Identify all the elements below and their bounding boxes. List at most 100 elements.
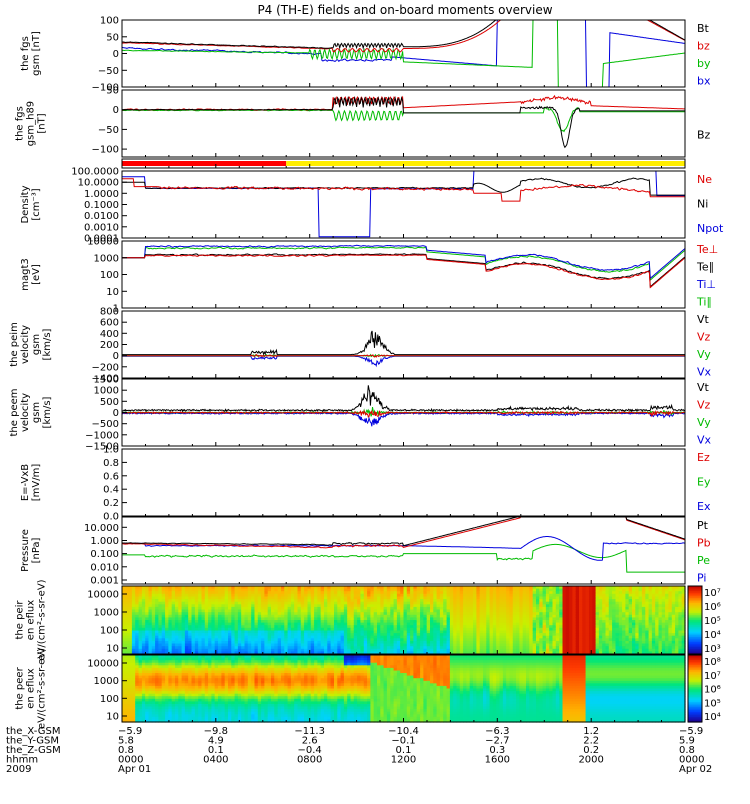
peir-spectrogram-cell — [396, 627, 401, 631]
peir-spectrogram-cell — [128, 635, 133, 639]
peir-spectrogram-cell — [536, 591, 540, 595]
peir-spectrogram-cell — [138, 633, 143, 637]
peir-spectrogram-cell — [569, 633, 573, 637]
peir-spectrogram-cell — [506, 620, 511, 624]
peir-spectrogram-cell — [615, 599, 620, 603]
peir-spectrogram-cell — [529, 591, 534, 595]
peir-spectrogram-cell — [274, 651, 279, 655]
peir-spectrogram-cell — [198, 635, 203, 639]
peir-spectrogram-cell — [165, 635, 169, 639]
peir-spectrogram-cell — [545, 627, 550, 631]
peir-spectrogram-cell — [622, 601, 626, 605]
peir-spectrogram-cell — [539, 596, 544, 600]
peir-spectrogram-cell — [334, 596, 338, 600]
peir-spectrogram-cell — [661, 646, 666, 650]
peir-spectrogram-cell — [608, 596, 613, 600]
peir-spectrogram-cell — [410, 625, 414, 629]
peir-spectrogram-cell — [512, 593, 517, 597]
peir-spectrogram-cell — [628, 635, 633, 639]
peir-spectrogram-cell — [665, 593, 669, 597]
peir-spectrogram-cell — [267, 648, 272, 652]
peir-spectrogram-cell — [208, 612, 212, 616]
peer-spectrogram-cell — [165, 662, 169, 666]
peir-spectrogram-cell — [506, 588, 511, 592]
peir-spectrogram-cell — [171, 633, 176, 637]
peir-spectrogram-cell — [267, 604, 272, 608]
peir-spectrogram-cell — [459, 606, 464, 611]
peir-spectrogram-cell — [228, 599, 232, 603]
peir-spectrogram-cell — [645, 586, 650, 590]
peir-spectrogram-cell — [141, 648, 146, 652]
peir-spectrogram-cell — [231, 640, 236, 645]
peir-spectrogram-cell — [201, 651, 206, 655]
peir-spectrogram-cell — [622, 648, 626, 652]
peir-spectrogram-cell — [559, 614, 564, 618]
peir-spectrogram-cell — [367, 606, 371, 611]
peir-spectrogram-cell — [161, 625, 166, 629]
peir-spectrogram-cell — [241, 648, 246, 652]
peir-spectrogram-cell — [184, 599, 189, 603]
peir-spectrogram-cell — [476, 606, 481, 611]
peir-spectrogram-cell — [165, 633, 169, 637]
peir-spectrogram-cell — [502, 640, 507, 645]
peer-spectrogram-cell — [168, 711, 173, 715]
peir-spectrogram-cell — [542, 586, 547, 590]
peer-spectrogram-cell — [125, 685, 130, 690]
peir-spectrogram-cell — [459, 599, 464, 603]
peir-spectrogram-cell — [595, 604, 600, 608]
peir-spectrogram-cell — [565, 640, 570, 645]
peir-spectrogram-cell — [612, 625, 616, 629]
peir-spectrogram-cell — [615, 627, 620, 631]
peer-spectrogram-cell — [168, 701, 173, 705]
peir-spectrogram-cell — [327, 620, 332, 624]
peir-spectrogram-cell — [393, 612, 398, 616]
peir-spectrogram-cell — [360, 630, 365, 634]
peer-spectrogram-cell — [178, 683, 183, 687]
peir-spectrogram-cell — [406, 648, 411, 652]
peir-spectrogram-cell — [516, 648, 520, 652]
peer-spectrogram-cell — [122, 660, 126, 664]
peer-spectrogram-cell — [128, 701, 133, 705]
peer-spectrogram-cell — [141, 691, 146, 695]
peir-spectrogram-cell — [410, 622, 414, 626]
peir-spectrogram-cell — [509, 646, 514, 650]
peer-spectrogram-cell — [145, 667, 150, 672]
peir-spectrogram-cell — [334, 620, 338, 624]
peir-spectrogram-cell — [572, 591, 577, 595]
peir-spectrogram-cell — [598, 635, 603, 639]
peir-spectrogram-cell — [135, 614, 140, 618]
peir-spectrogram-cell — [357, 646, 361, 650]
peir-spectrogram-cell — [648, 601, 653, 605]
peir-spectrogram-cell — [271, 651, 275, 655]
peir-spectrogram-cell — [370, 614, 375, 618]
peir-spectrogram-cell — [453, 651, 458, 655]
peir-spectrogram-cell — [618, 593, 623, 597]
peir-spectrogram-cell — [138, 646, 143, 650]
peir-spectrogram-cell — [237, 609, 242, 613]
peer-spectrogram-cell — [188, 698, 193, 702]
peir-spectrogram-cell — [638, 599, 643, 603]
peir-spectrogram-cell — [168, 651, 173, 655]
peir-spectrogram-cell — [403, 635, 408, 639]
peir-spectrogram-cell — [671, 651, 676, 655]
peir-spectrogram-cell — [675, 620, 679, 624]
peir-spectrogram-cell — [214, 617, 219, 621]
peir-spectrogram-cell — [532, 599, 537, 603]
peir-spectrogram-cell — [377, 643, 381, 647]
peir-spectrogram-cell — [314, 601, 318, 605]
peir-spectrogram-cell — [456, 640, 461, 645]
peir-spectrogram-cell — [334, 648, 338, 652]
peir-spectrogram-cell — [608, 612, 613, 616]
peir-spectrogram-cell — [138, 593, 143, 597]
peir-spectrogram-cell — [559, 648, 564, 652]
peir-spectrogram-cell — [171, 640, 176, 645]
peir-spectrogram-cell — [423, 591, 428, 595]
peir-spectrogram-cell — [423, 638, 428, 642]
peir-spectrogram-cell — [135, 622, 140, 626]
peir-spectrogram-cell — [562, 609, 567, 613]
peir-spectrogram-cell — [559, 591, 564, 595]
peir-spectrogram-cell — [370, 643, 375, 647]
peir-spectrogram-cell — [175, 593, 179, 597]
peir-spectrogram-cell — [357, 612, 361, 616]
peir-spectrogram-cell — [181, 625, 186, 629]
